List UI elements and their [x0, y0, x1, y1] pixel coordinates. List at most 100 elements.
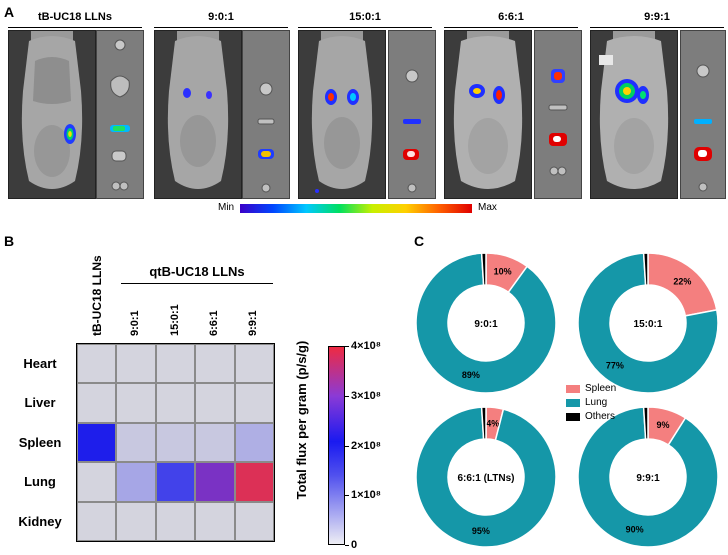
panel-b-letter: B — [4, 233, 15, 249]
heatmap-column-label: 15:0:1 — [168, 304, 181, 336]
heatmap-cell — [195, 501, 235, 541]
donut-slice-lung — [415, 252, 557, 394]
heatmap-cell — [195, 344, 235, 384]
donut-slice-lung — [415, 406, 557, 548]
heatmap-cell — [116, 501, 156, 541]
group-label-9-9-1: 9:9:1 — [644, 11, 670, 23]
organ-image — [388, 30, 436, 199]
colorbar-tick — [345, 395, 349, 397]
colorbar-tick — [345, 346, 349, 347]
heatmap-cell — [77, 383, 117, 423]
donut-slice-lung — [577, 406, 719, 548]
heatmap-colorbar — [328, 346, 345, 545]
donut-slice-others — [642, 406, 649, 440]
heatmap-cell — [77, 422, 117, 463]
group-label-15-0-1: 15:0:1 — [349, 11, 381, 23]
heatmap-cell — [195, 383, 235, 423]
donut-slice-label: 4% — [486, 418, 499, 428]
organ-image — [96, 30, 144, 199]
colorbar — [240, 204, 472, 213]
heatmap-cell — [116, 344, 156, 384]
heatmap-row-label: Liver — [24, 395, 56, 411]
organ-image — [680, 30, 726, 199]
colorbar-tick-label: 2×10⁸ — [351, 439, 381, 452]
heatmap-cell — [234, 344, 274, 384]
colorbar-title: Total flux per gram (p/s/g) — [294, 340, 309, 500]
heatmap-cell — [116, 422, 156, 463]
heatmap-column-label: 6:6:1 — [207, 310, 220, 336]
heatmap-cell — [155, 501, 196, 541]
mouse-image — [590, 30, 678, 199]
heatmap-column-label: 9:9:1 — [247, 310, 260, 336]
donut-slice-label: 89% — [462, 370, 480, 380]
heatmap-cell — [77, 344, 117, 384]
mouse-image — [8, 30, 96, 199]
donut-slice-label: 95% — [472, 526, 490, 536]
colorbar-title-wrap: Total flux per gram (p/s/g) — [294, 300, 310, 540]
colorbar-tick-label: 4×10⁸ — [351, 340, 381, 352]
group-label-9-0-1: 9:0:1 — [208, 11, 234, 23]
colorbar-tick — [345, 445, 349, 447]
group-underline — [154, 27, 288, 28]
donut-slice-others — [480, 406, 487, 440]
donut-slice-label: 10% — [494, 267, 512, 277]
heatmap-cell — [116, 462, 156, 502]
donut-slice-others — [480, 252, 487, 286]
heatmap-cell — [155, 422, 196, 463]
group-underline — [444, 27, 578, 28]
qtb-group-underline — [121, 283, 273, 284]
organ-image — [534, 30, 582, 199]
heatmap-cell — [116, 383, 156, 423]
organ-image — [242, 30, 290, 199]
group-label-6-6-1: 6:6:1 — [498, 11, 524, 23]
heatmap-cell — [155, 383, 196, 423]
donut-charts: 10% 89% 9:0:1 22% 77% 15:0:1 4% 95% 6:6:1 (LTNs)… — [415, 252, 719, 548]
heatmap-cell — [77, 501, 117, 541]
donut-center-label: 6:6:1 (LTNs) — [457, 473, 514, 484]
colorbar-tick — [345, 545, 349, 546]
group-label-tb-uc18: tB-UC18 LLNs — [38, 11, 112, 23]
heatmap-row-label: Heart — [23, 356, 57, 371]
colorbar-max-label: Max — [478, 202, 497, 213]
qtb-group-header: qtB-UC18 LLNs — [149, 264, 245, 279]
donut-center-label: 15:0:1 — [634, 319, 663, 330]
legend-label: Spleen — [585, 383, 617, 394]
mouse-image — [444, 30, 532, 199]
heatmap-cell — [155, 344, 196, 384]
colorbar-min-label: Min — [218, 202, 235, 213]
panel-c-letter: C — [414, 233, 425, 249]
heatmap-cell — [77, 462, 117, 502]
heatmap-column-label: tB-UC18 LLNs — [89, 255, 104, 336]
group-underline — [8, 27, 142, 28]
heatmap-cell — [155, 462, 196, 502]
legend-label: Lung — [585, 397, 608, 408]
group-underline — [298, 27, 432, 28]
heatmap-cell — [234, 462, 274, 502]
colorbar-tick-label: 3×10⁸ — [351, 389, 381, 402]
legend-label: Others — [585, 411, 616, 422]
mouse-image — [154, 30, 242, 199]
heatmap-cell — [234, 501, 274, 541]
legend-swatch — [566, 399, 580, 407]
heatmap-row-label: Kidney — [18, 513, 62, 529]
donut-slice-label: 22% — [673, 276, 691, 286]
donut-slice-label: 9% — [657, 420, 670, 430]
mouse-image — [298, 30, 386, 199]
group-underline — [590, 27, 724, 28]
heatmap-row-label: Lung — [24, 474, 56, 490]
donut-slice-others — [642, 252, 649, 286]
colorbar-tick-label: 0 — [351, 539, 358, 551]
donut-slice-label: 77% — [606, 361, 624, 371]
heatmap-column-label: 9:0:1 — [129, 310, 142, 336]
heatmap-cell — [234, 422, 274, 463]
heatmap-row-label: Spleen — [18, 434, 62, 450]
legend-swatch — [566, 413, 580, 421]
colorbar-tick-label: 1×10⁸ — [351, 489, 381, 502]
legend-swatch — [566, 385, 580, 393]
panel-a-letter: A — [4, 4, 15, 20]
donut-center-label: 9:9:1 — [636, 473, 660, 484]
colorbar-tick — [345, 495, 349, 497]
donut-slice-lung — [577, 252, 719, 394]
heatmap-cell — [195, 422, 235, 463]
heatmap-cell — [234, 383, 274, 423]
